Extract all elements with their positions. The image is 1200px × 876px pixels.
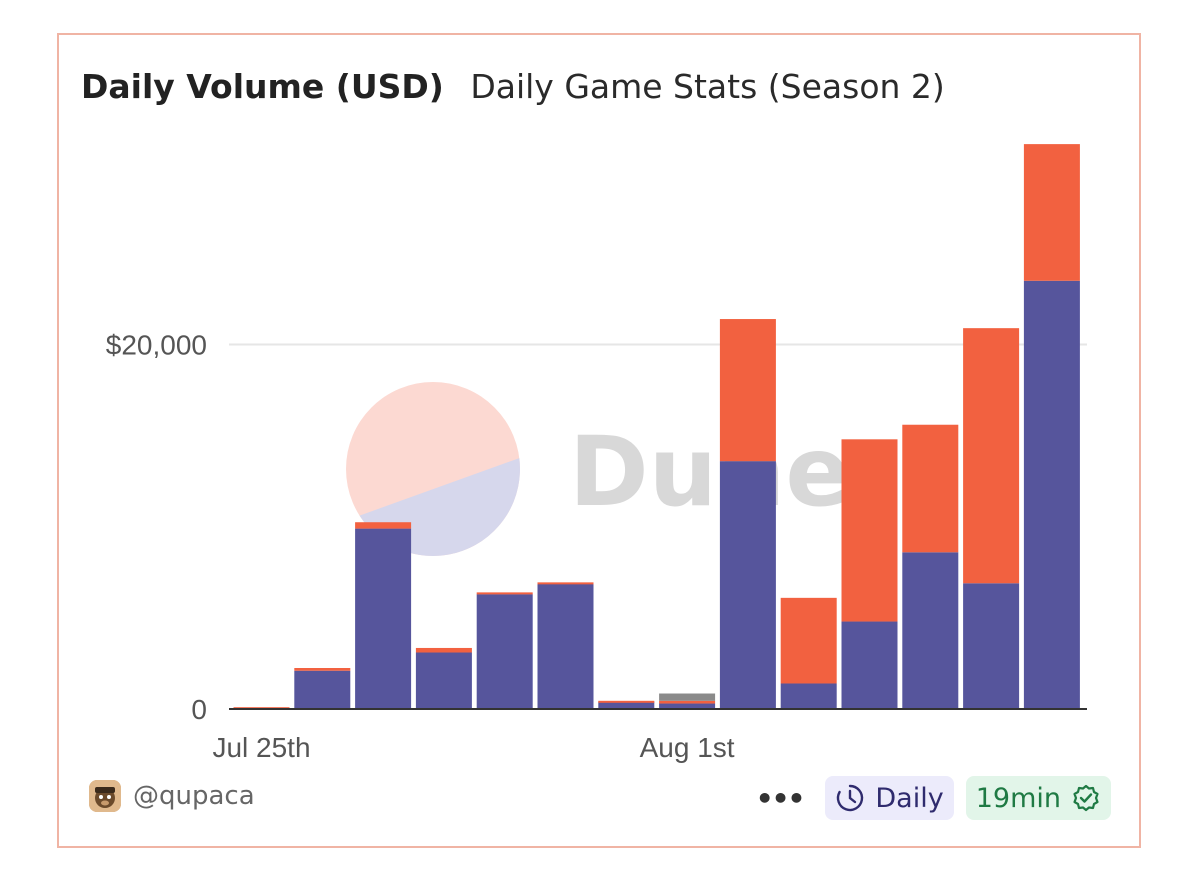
bar-segment [719, 461, 776, 709]
bar-segment [294, 670, 351, 709]
bar-segment [294, 668, 351, 671]
watermark-text: Dune [569, 416, 850, 528]
x-tick-label: Aug 1st [640, 732, 735, 763]
bar-segment [780, 597, 837, 684]
x-tick-label: Jul 25th [212, 732, 310, 763]
bar-segment [719, 319, 776, 462]
bar-segment [841, 621, 898, 709]
title-row: Daily Volume (USD) Daily Game Stats (Sea… [81, 67, 945, 106]
bar-segment [659, 703, 716, 709]
bar-chart: Dune 0 $20,000 Jul 25th Aug 1st [106, 144, 1087, 763]
bar-segment [902, 552, 959, 709]
x-axis: Jul 25th Aug 1st [212, 732, 734, 763]
bar-segment [476, 594, 533, 709]
schedule-label: Daily [875, 782, 944, 814]
bar-segment [841, 439, 898, 622]
bar-segment [355, 522, 412, 529]
bar-segment [659, 693, 716, 701]
avatar [89, 780, 121, 812]
y-tick-label: 0 [191, 694, 207, 725]
more-options-button[interactable]: ••• [755, 781, 806, 815]
footer-controls: ••• Daily 19min [756, 776, 1111, 820]
chart-card: Daily Volume (USD) Daily Game Stats (Sea… [57, 33, 1141, 848]
bar-segment [537, 583, 594, 709]
y-axis: 0 $20,000 [106, 330, 207, 725]
author-handle[interactable]: @qupaca [133, 781, 255, 811]
bar-segment [598, 701, 655, 709]
bar-segment [355, 528, 412, 709]
bar-segment [598, 700, 655, 703]
chart-title: Daily Volume (USD) [81, 67, 444, 106]
author-block[interactable]: @qupaca [89, 780, 255, 812]
bar-segment [1023, 280, 1080, 709]
bar-segment [415, 647, 472, 653]
schedule-badge[interactable]: Daily [825, 776, 954, 820]
y-tick-label: $20,000 [106, 330, 207, 361]
query-name[interactable]: Daily Game Stats (Season 2) [470, 67, 945, 106]
bar-segment [902, 424, 959, 553]
verified-check-icon [1073, 784, 1099, 812]
bar-segment [1023, 144, 1080, 281]
bars [229, 144, 1087, 710]
clock-icon [837, 784, 864, 812]
bar-segment [963, 328, 1020, 584]
bar-segment [415, 652, 472, 709]
freshness-badge[interactable]: 19min [965, 776, 1111, 820]
bar-segment [537, 582, 594, 585]
bar-segment [659, 700, 716, 704]
bar-segment [963, 583, 1020, 709]
bar-segment [780, 683, 837, 709]
freshness-label: 19min [975, 782, 1061, 814]
bar-segment [476, 592, 533, 595]
